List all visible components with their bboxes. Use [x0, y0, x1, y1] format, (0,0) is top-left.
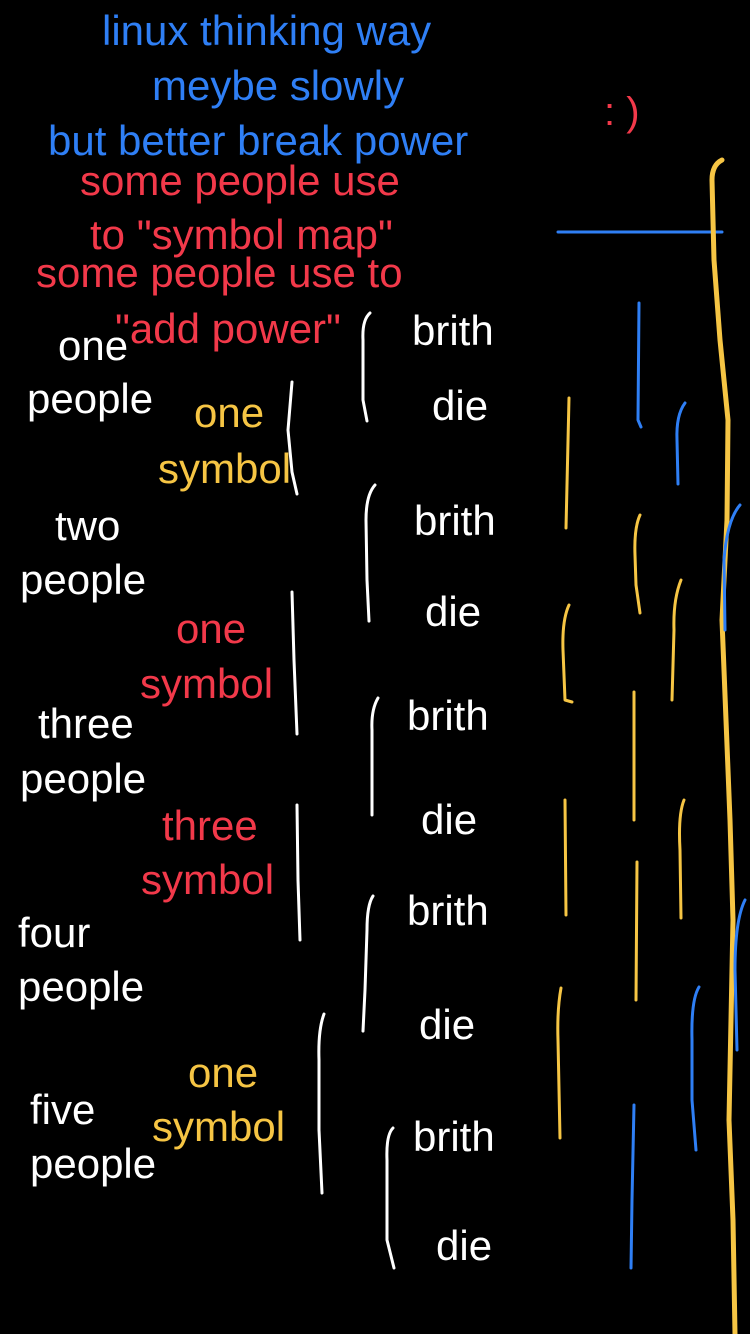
brith-label: brith [413, 1113, 495, 1160]
header-line-2: meybe slowly [152, 62, 405, 109]
yellow-tick [556, 986, 563, 1140]
blue-tick [636, 301, 643, 429]
add-power-note-2: "add power" [115, 305, 341, 352]
blue-tick [722, 503, 742, 632]
yellow-tick [670, 578, 683, 702]
die-label: die [425, 588, 482, 635]
white-bracket [385, 1126, 396, 1270]
header-line-1: linux thinking way [102, 7, 432, 54]
die-label: die [421, 796, 478, 843]
people-label: people [18, 963, 145, 1010]
symbol-count-word: three [162, 802, 258, 849]
people-label: people [30, 1140, 157, 1187]
white-bracket [370, 696, 380, 817]
symbol-count-word: one [176, 605, 247, 652]
yellow-tick [561, 603, 574, 704]
header-line-3: but better break power [48, 117, 469, 164]
people-count-word: one [58, 322, 129, 369]
symbol-map-note-1: some people use [80, 157, 400, 204]
people-label: people [20, 755, 147, 802]
symbol-label: symbol [152, 1103, 286, 1150]
people-count-word: three [38, 700, 134, 747]
brith-label: brith [412, 307, 494, 354]
yellow-timeline-stroke [709, 157, 738, 1334]
blue-tick [675, 401, 687, 486]
white-bracket [290, 590, 299, 736]
blue-tick [733, 898, 747, 1052]
people-label: people [20, 556, 147, 603]
people-count-word: four [18, 909, 91, 956]
smiley: : ) [604, 90, 640, 134]
yellow-tick [633, 513, 642, 615]
blue-tick [629, 1103, 636, 1270]
yellow-tick [563, 798, 568, 917]
symbol-count-word: one [188, 1049, 259, 1096]
white-bracket [364, 483, 377, 623]
brith-label: brith [407, 887, 489, 934]
people-count-word: two [55, 502, 121, 549]
die-label: die [436, 1222, 493, 1269]
yellow-tick [564, 396, 571, 530]
symbol-label: symbol [140, 660, 274, 707]
symbol-count-word: one [194, 389, 265, 436]
symbol-label: symbol [158, 445, 292, 492]
add-power-note-1: some people use to [36, 249, 403, 296]
symbol-label: symbol [141, 856, 275, 903]
white-bracket [317, 1012, 326, 1195]
die-label: die [432, 382, 489, 429]
yellow-tick [678, 798, 686, 920]
white-bracket [295, 803, 302, 942]
white-bracket [286, 380, 299, 496]
white-bracket [361, 311, 372, 423]
people-label: people [27, 375, 154, 422]
symbol-map-note-2: to "symbol map" [90, 211, 393, 258]
people-count-word: five [30, 1086, 96, 1133]
brith-label: brith [414, 497, 496, 544]
blue-tick [690, 985, 701, 1152]
white-bracket [361, 894, 375, 1033]
die-label: die [419, 1001, 476, 1048]
yellow-tick [634, 860, 639, 1002]
brith-label: brith [407, 692, 489, 739]
